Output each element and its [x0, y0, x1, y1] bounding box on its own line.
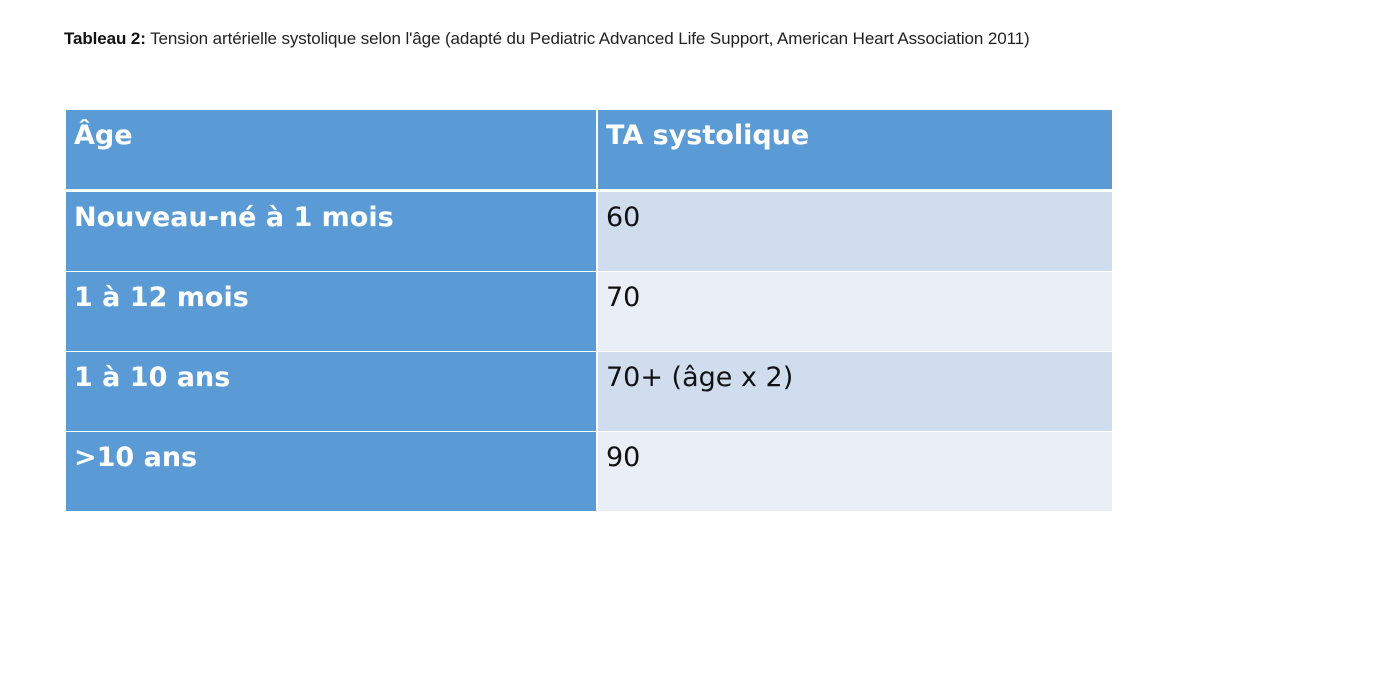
ta-cell: 60 — [597, 190, 1112, 272]
header-cell-ta: TA systolique — [597, 110, 1112, 192]
table-header-row: Âge TA systolique — [66, 110, 1112, 192]
ta-cell: 70+ (âge x 2) — [597, 351, 1112, 432]
age-value: Nouveau-né à 1 mois — [74, 202, 394, 233]
table-caption: Tableau 2: Tension artérielle systolique… — [64, 29, 1030, 49]
age-value: 1 à 12 mois — [74, 282, 249, 313]
table-row: 1 à 12 mois 70 — [66, 271, 1112, 352]
ta-value: 90 — [606, 442, 641, 473]
header-label-ta: TA systolique — [606, 120, 810, 151]
table-row: 1 à 10 ans 70+ (âge x 2) — [66, 351, 1112, 432]
table-row: Nouveau-né à 1 mois 60 — [66, 190, 1112, 272]
table-row: >10 ans 90 — [66, 431, 1112, 512]
ta-cell: 70 — [597, 271, 1112, 352]
age-value: 1 à 10 ans — [74, 362, 231, 393]
age-cell: Nouveau-né à 1 mois — [66, 190, 598, 272]
ta-value: 60 — [606, 202, 641, 233]
caption-label: Tableau 2: — [64, 29, 146, 48]
age-cell: 1 à 10 ans — [66, 351, 598, 432]
ta-value: 70+ (âge x 2) — [606, 362, 794, 393]
age-cell: 1 à 12 mois — [66, 271, 598, 352]
age-cell: >10 ans — [66, 431, 598, 512]
blood-pressure-table: Âge TA systolique Nouveau-né à 1 mois 60… — [66, 110, 1112, 512]
header-label-age: Âge — [74, 120, 133, 151]
ta-cell: 90 — [597, 431, 1112, 512]
caption-text: Tension artérielle systolique selon l'âg… — [145, 29, 1030, 48]
header-cell-age: Âge — [66, 110, 598, 192]
age-value: >10 ans — [74, 442, 198, 473]
ta-value: 70 — [606, 282, 641, 313]
